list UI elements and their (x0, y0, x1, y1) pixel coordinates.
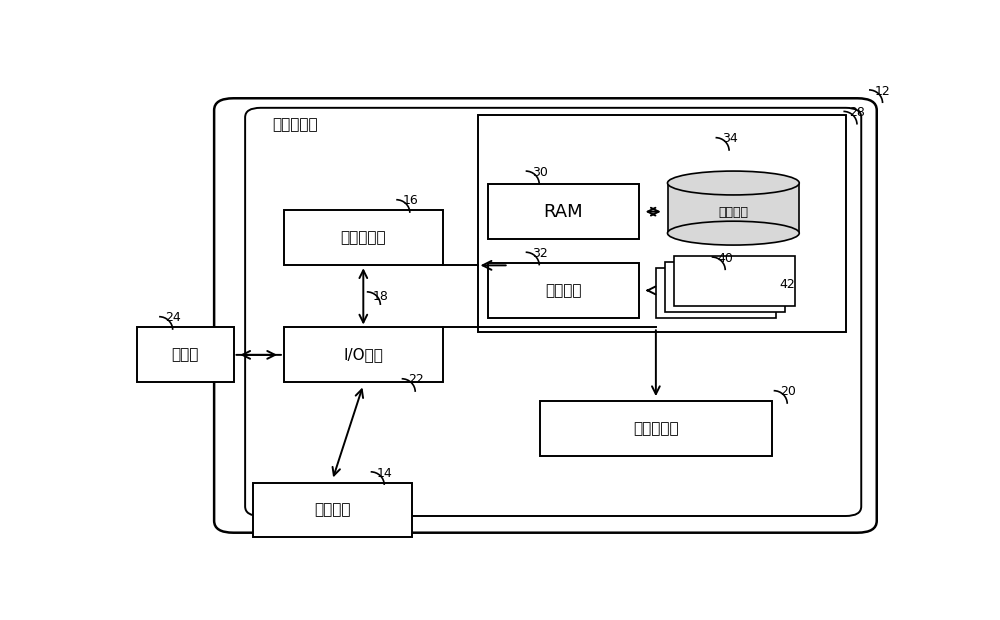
Text: 16: 16 (402, 195, 418, 208)
Text: 12: 12 (875, 84, 891, 97)
Bar (540, 401, 772, 456)
Bar (665, 262, 785, 312)
Text: 处理器单元: 处理器单元 (340, 231, 386, 246)
Text: 18: 18 (373, 290, 389, 303)
Text: 28: 28 (849, 106, 865, 119)
Ellipse shape (668, 171, 799, 195)
Text: 32: 32 (532, 247, 548, 260)
Text: 计算机设备: 计算机设备 (272, 117, 318, 132)
Text: 30: 30 (532, 166, 548, 179)
Bar (284, 327, 443, 383)
Text: 网络适配器: 网络适配器 (633, 422, 679, 436)
Bar (668, 183, 799, 233)
Text: I/O接口: I/O接口 (343, 347, 383, 362)
Bar (478, 115, 846, 332)
Bar (674, 256, 795, 306)
Bar (488, 263, 639, 318)
Text: 显示器: 显示器 (171, 347, 199, 362)
FancyBboxPatch shape (214, 98, 877, 533)
FancyBboxPatch shape (245, 108, 861, 516)
Bar (253, 482, 412, 538)
Bar (137, 327, 234, 383)
Text: 22: 22 (408, 373, 424, 386)
Text: 24: 24 (165, 311, 181, 324)
Bar (284, 210, 443, 265)
Text: 42: 42 (780, 278, 796, 291)
Text: 高速缓存: 高速缓存 (545, 283, 582, 298)
Text: 14: 14 (377, 466, 392, 479)
Bar (656, 268, 776, 318)
Ellipse shape (668, 221, 799, 245)
Text: 外部设备: 外部设备 (314, 503, 351, 518)
Text: 40: 40 (718, 252, 734, 265)
Text: 20: 20 (780, 386, 796, 399)
Text: 存储系统: 存储系统 (718, 206, 748, 219)
Bar (488, 184, 639, 239)
Text: 34: 34 (722, 132, 737, 145)
Text: RAM: RAM (543, 203, 583, 221)
